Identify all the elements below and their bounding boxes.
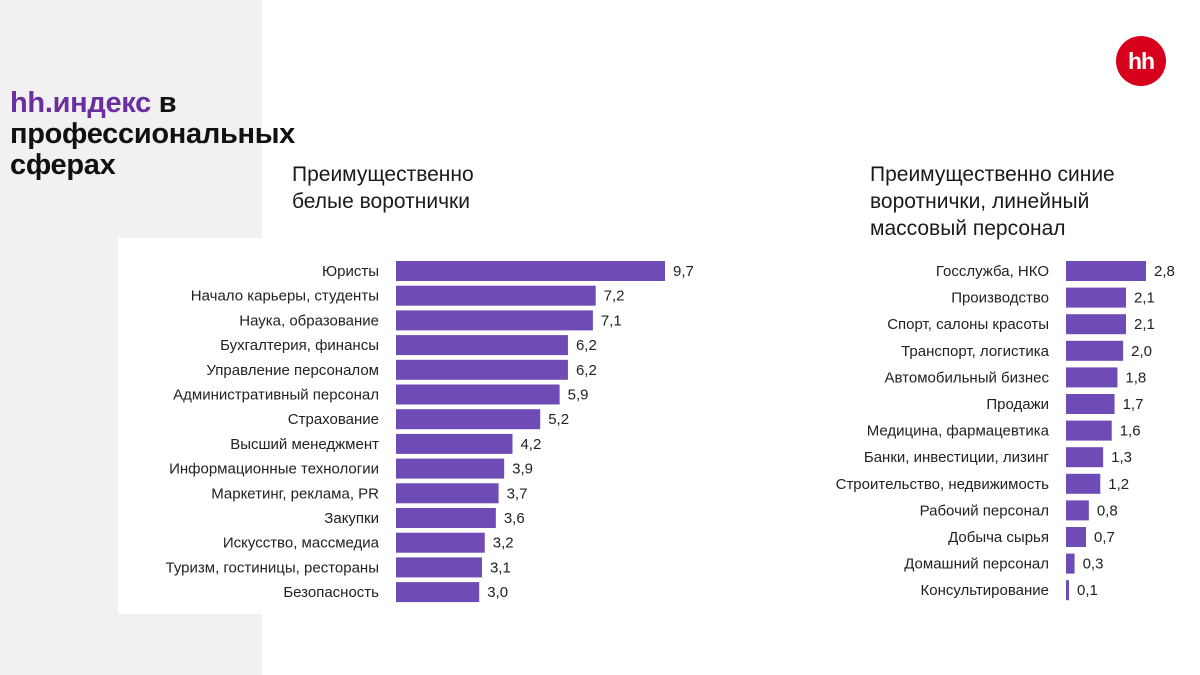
blue-value-label-12: 0,1: [1077, 582, 1098, 599]
white-value-label-0: 9,7: [673, 263, 694, 280]
blue-bar-5: [1066, 394, 1115, 414]
chart-title-white-line-2: белые воротнички: [292, 190, 470, 213]
hh-logo: hh: [1116, 36, 1166, 86]
white-bar-8: [396, 458, 505, 479]
white-category-label-0: Юристы: [322, 263, 379, 280]
white-category-label-10: Закупки: [324, 510, 379, 527]
chart-title-white-collar: Преимущественно белые воротнички: [292, 161, 552, 215]
white-value-label-3: 6,2: [576, 337, 597, 354]
blue-category-label-0: Госслужба, НКО: [936, 263, 1049, 280]
white-category-label-1: Начало карьеры, студенты: [191, 288, 379, 305]
white-value-label-9: 3,7: [507, 485, 528, 502]
blue-category-label-9: Рабочий персонал: [920, 502, 1049, 519]
page-title: hh.индекс в профессиональных сферах: [10, 88, 295, 181]
white-category-label-2: Наука, образование: [239, 312, 379, 329]
white-bar-0: [396, 261, 665, 281]
white-value-label-2: 7,1: [601, 312, 622, 329]
white-value-label-10: 3,6: [504, 510, 525, 527]
white-value-label-5: 5,9: [568, 387, 589, 404]
white-category-label-12: Туризм, гостиницы, рестораны: [166, 559, 379, 576]
white-bar-5: [396, 384, 560, 405]
blue-value-label-2: 2,1: [1134, 316, 1155, 333]
blue-bar-8: [1066, 473, 1101, 494]
white-bar-1: [396, 285, 596, 306]
white-category-label-6: Страхование: [288, 411, 379, 428]
white-value-label-12: 3,1: [490, 559, 511, 576]
blue-category-label-3: Транспорт, логистика: [901, 343, 1050, 360]
blue-bar-0: [1066, 261, 1146, 281]
blue-category-label-12: Консультирование: [920, 582, 1049, 599]
blue-category-label-7: Банки, инвестиции, лизинг: [864, 449, 1050, 466]
white-category-label-7: Высший менеджмент: [230, 436, 379, 453]
blue-category-label-5: Продажи: [986, 396, 1049, 413]
white-bar-12: [396, 557, 482, 578]
blue-bar-2: [1066, 314, 1126, 335]
title-line-3: сферах: [10, 149, 116, 181]
blue-category-label-10: Добыча сырья: [948, 529, 1049, 546]
title-line-2: профессиональных: [10, 118, 295, 150]
white-value-label-4: 6,2: [576, 362, 597, 379]
white-value-label-8: 3,9: [512, 461, 533, 478]
white-value-label-13: 3,0: [487, 584, 508, 601]
blue-value-label-1: 2,1: [1134, 290, 1155, 307]
blue-bar-9: [1066, 500, 1089, 521]
blue-bar-7: [1066, 447, 1104, 468]
blue-category-label-11: Домашний персонал: [904, 556, 1049, 573]
blue-bar-1: [1066, 287, 1126, 308]
white-bar-13: [396, 582, 480, 603]
blue-bar-3: [1066, 340, 1124, 361]
title-brand: hh.индекс: [10, 87, 151, 119]
white-value-label-11: 3,2: [493, 535, 514, 552]
white-category-label-4: Управление персоналом: [206, 362, 379, 379]
white-value-label-7: 4,2: [520, 436, 541, 453]
chart-title-blue-line-2: воротнички, линейный: [870, 190, 1090, 213]
chart-card-backdrop: [118, 238, 268, 614]
white-bar-11: [396, 532, 485, 553]
white-bar-4: [396, 359, 568, 380]
blue-category-label-6: Медицина, фармацевтика: [867, 423, 1050, 440]
blue-bar-10: [1066, 527, 1086, 547]
white-value-label-6: 5,2: [548, 411, 569, 428]
white-category-label-5: Административный персонал: [173, 387, 379, 404]
white-category-label-11: Искусство, массмедиа: [223, 535, 380, 552]
white-bar-10: [396, 508, 496, 528]
blue-bar-12: [1066, 580, 1069, 601]
chart-title-blue-line-1: Преимущественно синие: [870, 163, 1115, 186]
white-bar-3: [396, 335, 568, 356]
white-bar-7: [396, 433, 513, 454]
blue-bar-11: [1066, 553, 1075, 574]
blue-category-label-2: Спорт, салоны красоты: [887, 316, 1049, 333]
blue-value-label-5: 1,7: [1123, 396, 1144, 413]
blue-value-label-6: 1,6: [1120, 423, 1141, 440]
blue-value-label-8: 1,2: [1108, 476, 1129, 493]
white-category-label-3: Бухгалтерия, финансы: [220, 337, 379, 354]
chart-title-blue-collar: Преимущественно синие воротнички, линейны…: [870, 161, 1160, 242]
blue-value-label-3: 2,0: [1131, 343, 1152, 360]
white-bar-2: [396, 310, 593, 331]
blue-value-label-11: 0,3: [1083, 556, 1104, 573]
blue-bar-6: [1066, 420, 1112, 441]
chart-title-white-line-1: Преимущественно: [292, 163, 474, 186]
blue-value-label-10: 0,7: [1094, 529, 1115, 546]
blue-category-label-8: Строительство, недвижимость: [836, 476, 1050, 493]
blue-category-label-1: Производство: [951, 290, 1049, 307]
chart-title-blue-line-3: массовый персонал: [870, 217, 1066, 240]
white-category-label-8: Информационные технологии: [169, 461, 379, 478]
blue-value-label-7: 1,3: [1111, 449, 1132, 466]
title-word-in: в: [150, 87, 177, 119]
blue-bar-4: [1066, 367, 1118, 388]
white-value-label-1: 7,2: [604, 288, 625, 305]
blue-value-label-9: 0,8: [1097, 502, 1118, 519]
white-category-label-9: Маркетинг, реклама, PR: [211, 485, 379, 502]
white-bar-6: [396, 409, 541, 430]
white-category-label-13: Безопасность: [283, 584, 379, 601]
blue-category-label-4: Автомобильный бизнес: [885, 369, 1050, 386]
blue-value-label-0: 2,8: [1154, 263, 1175, 280]
blue-value-label-4: 1,8: [1125, 369, 1146, 386]
white-bar-9: [396, 483, 499, 504]
